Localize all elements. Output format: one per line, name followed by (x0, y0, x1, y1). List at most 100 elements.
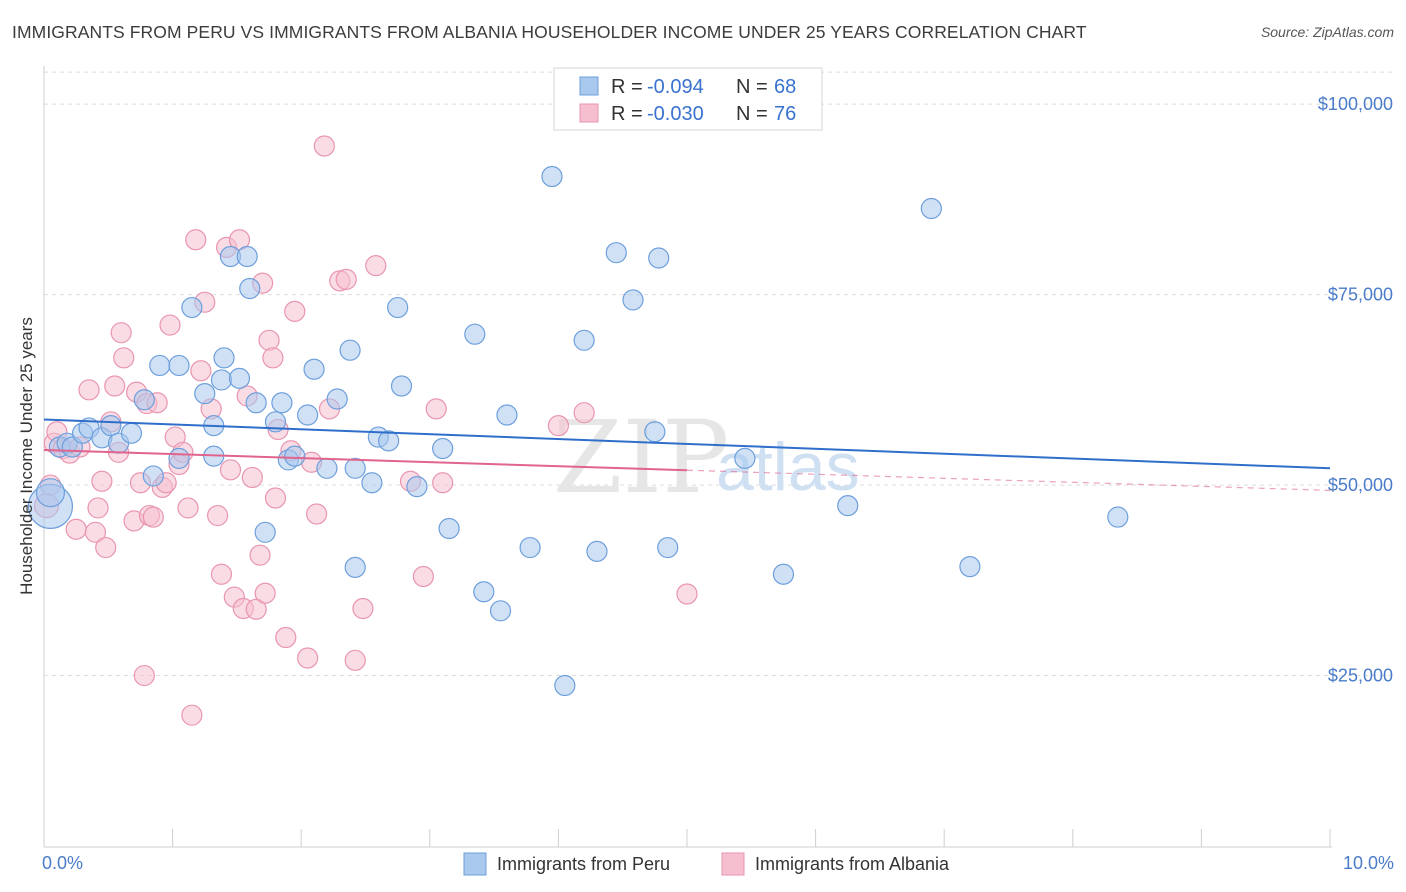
chart-title: IMMIGRANTS FROM PERU VS IMMIGRANTS FROM … (12, 22, 1087, 42)
albania-point (207, 504, 229, 527)
peru-point (181, 296, 203, 319)
albania-point (313, 135, 335, 157)
y-tick-label: $75,000 (1328, 285, 1393, 305)
albania-point (352, 597, 374, 620)
y-tick-labels: $25,000 $50,000 $75,000 $100,000 (1318, 94, 1393, 685)
albania-point (297, 647, 319, 669)
albania-point (133, 664, 155, 687)
albania-point (95, 536, 117, 559)
albania-point (181, 704, 203, 726)
peru-point (228, 367, 251, 389)
peru-point (344, 556, 366, 578)
albania-trend-line-solid (43, 449, 688, 472)
peru-points (27, 165, 1129, 697)
peru-point (316, 457, 338, 479)
albania-point (275, 626, 297, 649)
peru-point (284, 445, 306, 467)
legend-n-value-peru: 68 (774, 76, 796, 98)
x-tick-label-min: 0.0% (42, 853, 83, 873)
albania-point (104, 375, 126, 397)
peru-point (554, 674, 576, 697)
albania-point (177, 497, 199, 519)
legend-box (553, 67, 823, 131)
peru-point (734, 447, 756, 470)
peru-point (432, 437, 454, 460)
albania-point (87, 497, 109, 519)
y-tick-label: $50,000 (1328, 475, 1393, 495)
peru-point (303, 358, 325, 380)
peru-point (959, 556, 981, 578)
albania-point (110, 322, 132, 344)
y-tick-label: $100,000 (1318, 94, 1393, 114)
albania-point (185, 229, 207, 251)
peru-point (489, 600, 512, 622)
albania-point (159, 314, 181, 336)
peru-point (326, 388, 348, 410)
legend-n-label-peru: N = (736, 76, 768, 98)
peru-point (920, 197, 942, 220)
peru-point (473, 581, 495, 603)
peru-point (245, 392, 267, 414)
peru-point (210, 369, 233, 391)
peru-point (133, 389, 155, 411)
legend-swatch-albania (579, 103, 599, 123)
peru-point (378, 430, 400, 452)
albania-point (142, 506, 164, 528)
peru-point (1107, 506, 1129, 528)
axes (43, 66, 1332, 848)
peru-point (168, 447, 190, 470)
peru-point (361, 472, 383, 494)
peru-point (586, 540, 608, 562)
peru-point (213, 347, 235, 369)
bottom-legend: Immigrants from Peru Immigrants from Alb… (463, 852, 950, 876)
albania-point (245, 598, 267, 620)
legend: R = -0.094 N = 68 R = -0.030 N = 76 (553, 67, 823, 131)
y-axis-label: Householder Income Under 25 years (17, 317, 36, 595)
peru-point (657, 536, 679, 559)
albania-point (335, 268, 357, 290)
source-label: Source: ZipAtlas.com (1260, 24, 1394, 40)
peru-point (168, 354, 190, 377)
albania-point (432, 472, 454, 494)
x-ticks (43, 829, 1331, 847)
albania-point (412, 565, 434, 588)
legend-r-label-albania: R = (611, 103, 643, 125)
peru-point (464, 323, 486, 345)
peru-point (339, 339, 361, 361)
peru-point (142, 465, 164, 487)
peru-point (541, 165, 563, 188)
albania-trend-line-dashed (686, 469, 1331, 492)
albania-point (241, 466, 263, 489)
albania-point (84, 521, 107, 543)
peru-point (496, 404, 518, 426)
peru-point (120, 422, 143, 444)
peru-point (837, 495, 859, 517)
y-tick-label: $25,000 (1328, 666, 1393, 686)
peru-point (344, 457, 366, 479)
watermark-atlas: atlas (716, 429, 860, 505)
albania-point (190, 360, 212, 382)
albania-point (264, 487, 287, 509)
albania-point (344, 649, 366, 671)
legend-r-label-peru: R = (611, 76, 643, 98)
peru-point (605, 242, 627, 264)
peru-point (297, 404, 319, 426)
peru-point (236, 245, 258, 268)
albania-point (547, 415, 570, 437)
albania-point (65, 518, 87, 540)
bottom-legend-swatch-peru (463, 852, 487, 876)
albania-point (210, 563, 233, 585)
albania-point (249, 544, 271, 566)
albania-point (365, 255, 387, 277)
albania-point (425, 398, 447, 420)
peru-point (387, 296, 409, 319)
albania-point (113, 347, 135, 369)
peru-point (100, 415, 122, 437)
legend-n-label-albania: N = (736, 103, 768, 125)
albania-point (573, 402, 595, 424)
peru-point (194, 383, 216, 405)
peru-point (573, 329, 595, 351)
legend-swatch-peru (579, 76, 599, 96)
albania-point (306, 503, 328, 525)
